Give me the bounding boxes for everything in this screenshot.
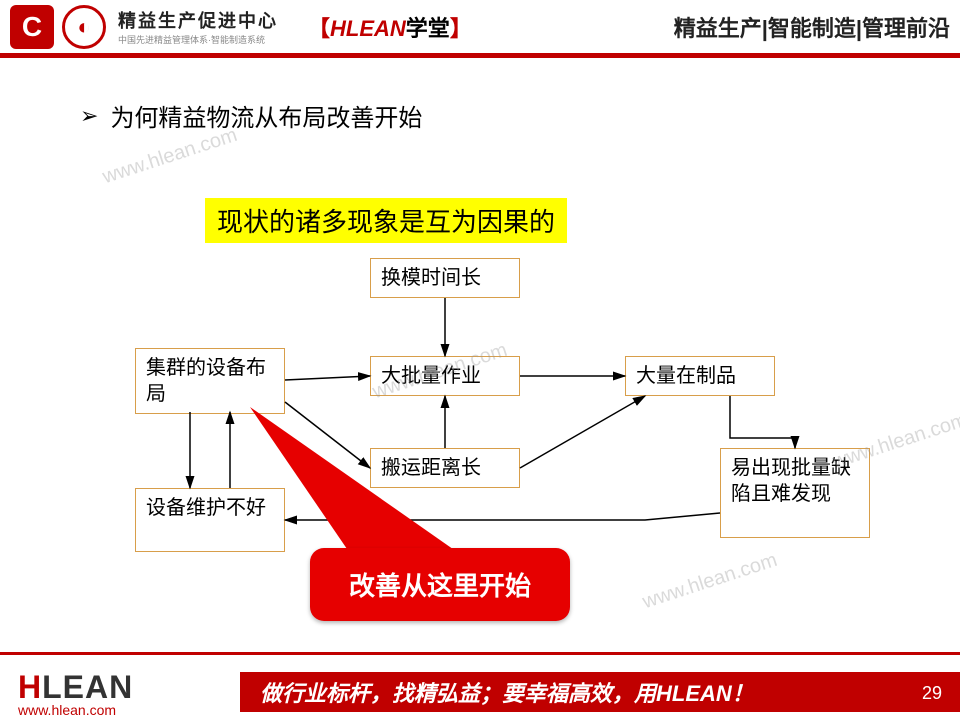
center-black: 学堂 xyxy=(406,16,450,41)
footer-bar: 做行业标杆，找精弘益；要幸福高效，用HLEAN！ xyxy=(240,672,960,712)
diagram: 换模时间长集群的设备布局 大批量作业 大量在制品搬运距离长设备维护不好 易出现批量缺陷… xyxy=(0,248,960,628)
logo-circle-icon: ◐ xyxy=(62,5,106,49)
bullet-line: ➢ 为何精益物流从布局改善开始 xyxy=(80,98,422,133)
flow-node-n3: 大批量作业 xyxy=(370,356,520,396)
flow-node-n4: 大量在制品 xyxy=(625,356,775,396)
flow-node-n1: 换模时间长 xyxy=(370,258,520,298)
logo-block: C ◐ 精益生产促进中心 中国先进精益管理体系·智能制造系统 xyxy=(10,5,278,49)
bracket-right: 】 xyxy=(450,16,472,41)
bullet-text: 为何精益物流从布局改善开始 xyxy=(110,98,422,133)
header: C ◐ 精益生产促进中心 中国先进精益管理体系·智能制造系统 【HLEAN学堂】… xyxy=(0,0,960,58)
flow-node-n7: 易出现批量缺陷且难发现 xyxy=(720,448,870,538)
org-title: 精益生产促进中心 xyxy=(118,7,278,33)
logo-square-icon: C xyxy=(10,5,54,49)
header-center: 【HLEAN学堂】 xyxy=(308,11,472,43)
callout: 改善从这里开始 xyxy=(310,548,570,621)
highlight-title: 现状的诸多现象是互为因果的 xyxy=(205,198,567,243)
footer-url: www.hlean.com xyxy=(18,702,116,718)
content: ➢ 为何精益物流从布局改善开始 现状的诸多现象是互为因果的 换模时间长集群的设备… xyxy=(0,58,960,648)
header-right: 精益生产|智能制造|管理前沿 xyxy=(674,11,950,43)
footer-logo-rest: LEAN xyxy=(42,669,133,705)
center-red: HLEAN xyxy=(330,16,406,41)
footer-logo: HLEAN xyxy=(18,669,133,706)
org-subtitle: 中国先进精益管理体系·智能制造系统 xyxy=(118,33,278,46)
page-number: 29 xyxy=(922,683,942,704)
footer-bar-text: 做行业标杆，找精弘益；要幸福高效，用HLEAN！ xyxy=(260,676,754,708)
bracket-left: 【 xyxy=(308,16,330,41)
org-title-block: 精益生产促进中心 中国先进精益管理体系·智能制造系统 xyxy=(118,7,278,46)
footer: HLEAN www.hlean.com 做行业标杆，找精弘益；要幸福高效，用HL… xyxy=(0,652,960,720)
flow-node-n6: 设备维护不好 xyxy=(135,488,285,552)
flow-node-n2: 集群的设备布局 xyxy=(135,348,285,414)
bullet-icon: ➢ xyxy=(80,103,98,129)
footer-logo-h: H xyxy=(18,669,42,705)
flow-node-n5: 搬运距离长 xyxy=(370,448,520,488)
